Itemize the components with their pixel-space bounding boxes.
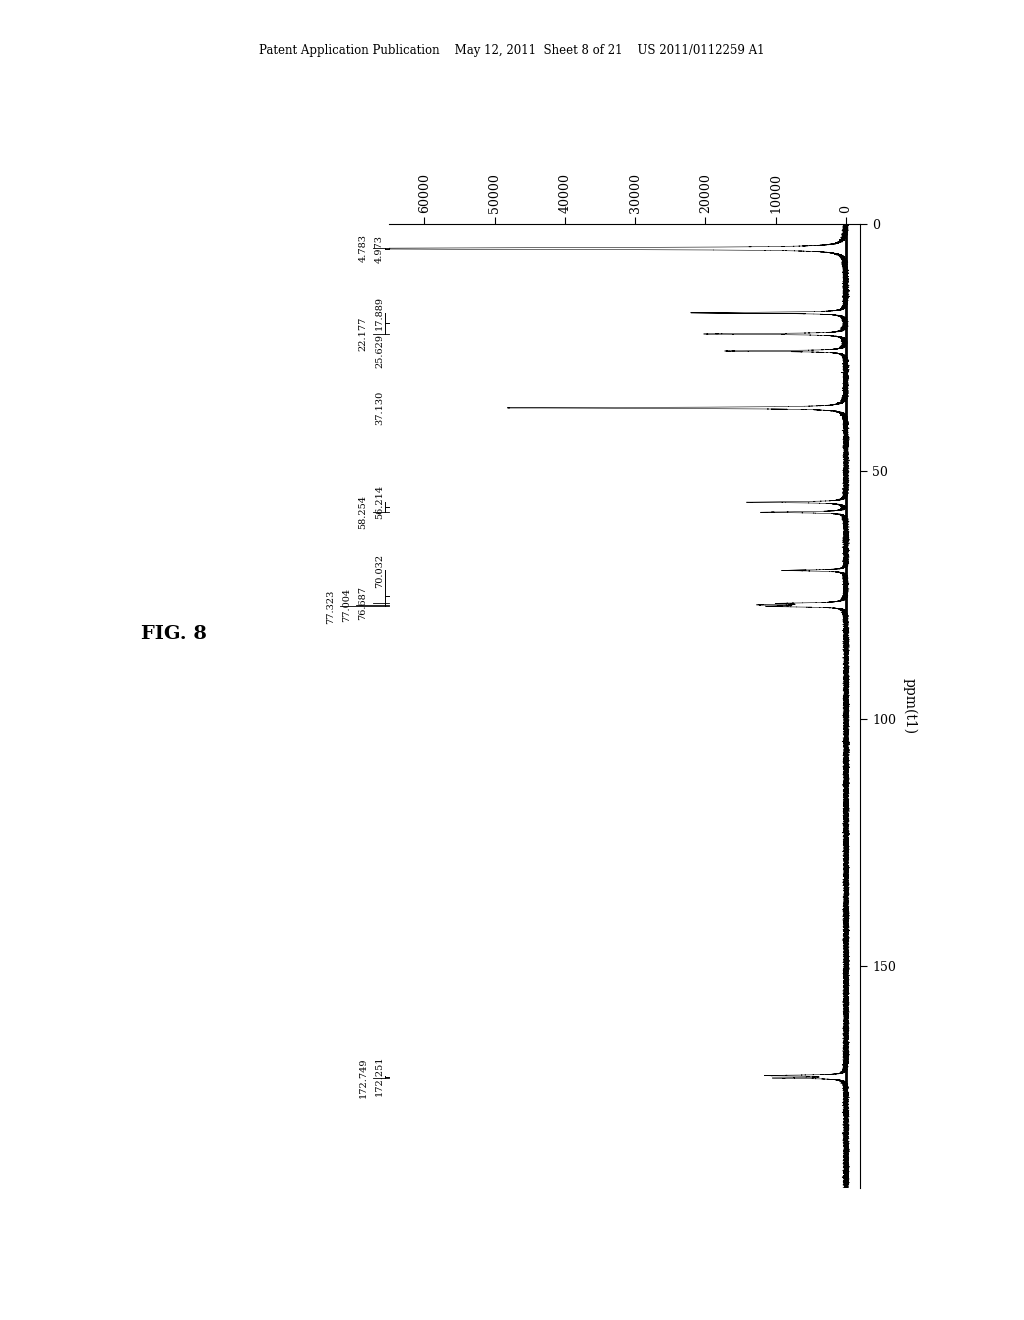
Text: Patent Application Publication    May 12, 2011  Sheet 8 of 21    US 2011/0112259: Patent Application Publication May 12, 2… xyxy=(259,44,765,57)
Text: 77.004: 77.004 xyxy=(342,587,351,622)
Text: 76.687: 76.687 xyxy=(358,586,368,620)
Text: FIG. 8: FIG. 8 xyxy=(141,624,207,643)
Text: 70.032: 70.032 xyxy=(375,553,384,587)
Text: 172.749: 172.749 xyxy=(358,1057,368,1098)
Text: 37.130: 37.130 xyxy=(375,391,384,425)
Text: 58.254: 58.254 xyxy=(358,495,368,529)
Text: 25.629: 25.629 xyxy=(375,334,384,368)
Text: 172.251: 172.251 xyxy=(375,1055,384,1096)
Text: 56.214: 56.214 xyxy=(375,486,384,519)
Text: 4.783: 4.783 xyxy=(358,234,368,263)
Text: 77.323: 77.323 xyxy=(326,589,335,623)
Text: 4.973: 4.973 xyxy=(375,235,384,263)
Text: 22.177: 22.177 xyxy=(358,317,368,351)
Text: 17.889: 17.889 xyxy=(375,296,384,330)
Y-axis label: ppm(t1): ppm(t1) xyxy=(902,678,916,734)
